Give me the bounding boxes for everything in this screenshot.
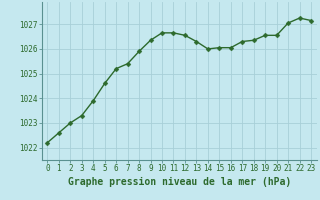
X-axis label: Graphe pression niveau de la mer (hPa): Graphe pression niveau de la mer (hPa): [68, 177, 291, 187]
